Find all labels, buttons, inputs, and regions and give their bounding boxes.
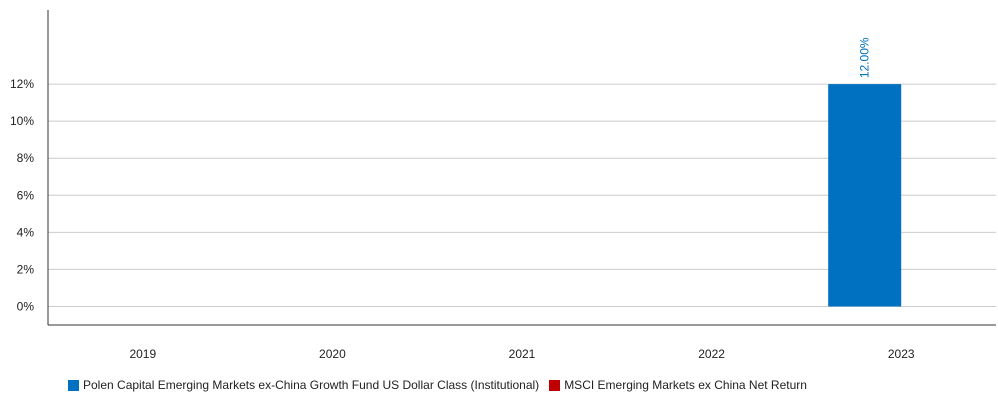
x-tick-label: 2021: [509, 347, 536, 361]
legend-label-benchmark: MSCI Emerging Markets ex China Net Retur…: [564, 378, 807, 392]
x-tick-label: 2023: [888, 347, 915, 361]
y-tick-label: 10%: [10, 114, 34, 128]
legend-swatch-benchmark: [549, 379, 561, 391]
x-tick-label: 2022: [698, 347, 725, 361]
bar: [828, 84, 902, 307]
legend-label-fund: Polen Capital Emerging Markets ex-China …: [83, 378, 540, 392]
y-tick-label: 2%: [17, 262, 35, 276]
bars: [828, 84, 902, 307]
y-axis-tick-labels: 0% 2% 4% 6% 8% 10% 12%: [10, 77, 34, 313]
x-tick-label: 2020: [319, 347, 346, 361]
y-tick-label: 6%: [17, 188, 35, 202]
y-tick-label: 8%: [17, 151, 35, 165]
legend-item-fund: Polen Capital Emerging Markets ex-China …: [68, 378, 539, 392]
y-tick-label: 4%: [17, 225, 35, 239]
data-label: 12.00%: [858, 37, 872, 78]
y-tick-label: 12%: [10, 77, 34, 91]
x-tick-label: 2019: [129, 347, 156, 361]
bar-chart: 0% 2% 4% 6% 8% 10% 12% 2019 2020 2021 2022 2023 12…: [10, 10, 996, 361]
data-labels: 12.00%: [858, 37, 872, 78]
legend: Polen Capital Emerging Markets ex-China …: [68, 378, 807, 392]
legend-item-benchmark: MSCI Emerging Markets ex China Net Retur…: [549, 378, 807, 392]
x-axis-tick-labels: 2019 2020 2021 2022 2023: [129, 347, 914, 361]
y-tick-label: 0%: [17, 299, 35, 313]
legend-swatch-fund: [68, 379, 79, 391]
grid-lines: [48, 83, 996, 307]
